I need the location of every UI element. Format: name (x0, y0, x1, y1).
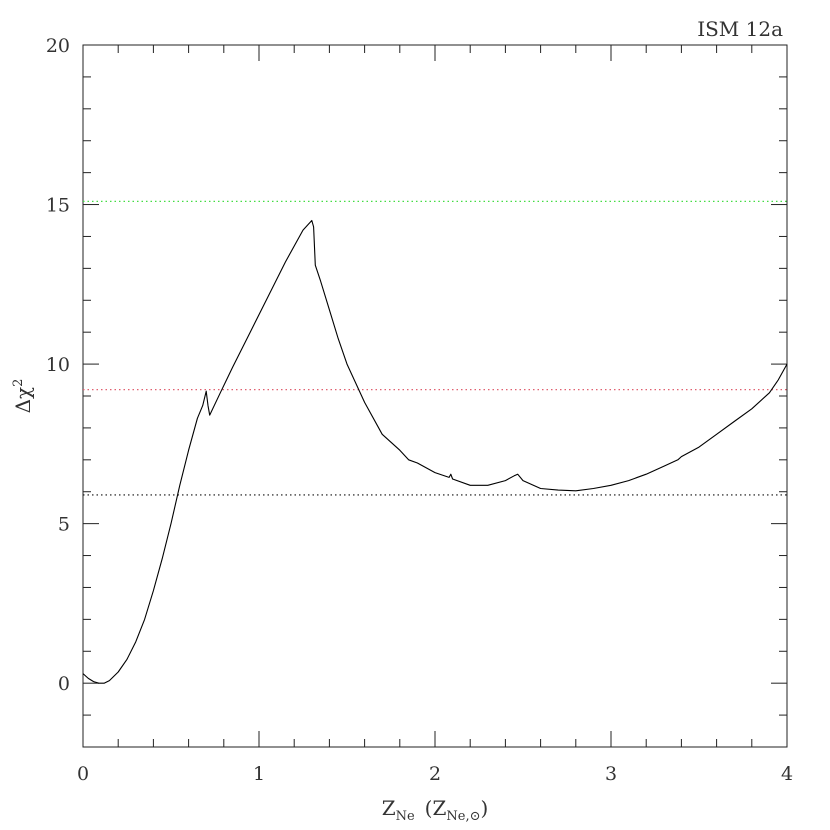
x-axis-label-close-paren: ) (480, 796, 488, 820)
chart-title: ISM 12a (697, 17, 783, 41)
y-tick-label: 5 (58, 514, 70, 536)
y-tick-label: 0 (58, 673, 70, 695)
x-tick-label: 4 (781, 763, 793, 785)
x-axis-label-paren-sub: Ne,⊙ (446, 809, 480, 824)
x-axis-label: ZNe (ZNe,⊙) (382, 796, 489, 824)
x-tick-label: 2 (429, 763, 441, 785)
x-tick-label: 0 (77, 763, 89, 785)
y-axis-label: Δχ2 (11, 379, 35, 414)
axis-ticks (82, 44, 788, 748)
plot-frame (82, 44, 788, 748)
y-tick-label: 20 (46, 35, 70, 57)
x-axis-label-open-paren: ( (425, 796, 433, 820)
x-axis-label-sub: Ne (396, 809, 415, 824)
tick-labels: 0 1 2 3 4 0 5 10 15 20 (46, 35, 793, 785)
x-tick-label: 1 (253, 763, 265, 785)
y-tick-label: 15 (46, 195, 70, 217)
x-axis-label-paren-main: Z (432, 796, 446, 820)
y-axis-label-main: Δχ (11, 387, 35, 414)
x-axis-label-main: Z (382, 796, 396, 820)
x-tick-label: 3 (605, 763, 617, 785)
series-group (82, 219, 788, 684)
y-tick-label: 10 (46, 354, 70, 376)
y-axis-label-sup: 2 (11, 379, 26, 387)
reference-lines (83, 200, 787, 496)
series-line-0 (82, 219, 788, 684)
